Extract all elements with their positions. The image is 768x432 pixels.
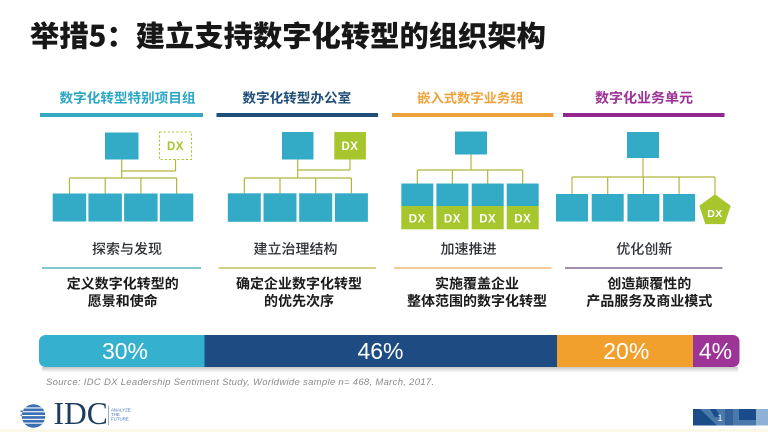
svg-text:DX: DX [479,214,496,226]
svg-text:DX: DX [514,214,531,226]
svg-text:46%: 46% [357,338,403,364]
svg-text:THE: THE [111,412,120,417]
svg-text:IDC: IDC [54,396,108,431]
svg-text:ANALYZE: ANALYZE [111,408,131,413]
svg-text:DX: DX [167,141,184,153]
svg-text:1: 1 [717,413,722,423]
svg-text:4%: 4% [699,338,732,364]
svg-text:20%: 20% [603,338,649,364]
svg-text:DX: DX [342,141,359,153]
svg-text:Source: IDC DX Leadership Sent: Source: IDC DX Leadership Sentiment Stud… [46,377,434,388]
svg-text:30%: 30% [102,338,148,364]
svg-text:FUTURE: FUTURE [111,417,129,422]
svg-text:DX: DX [707,208,723,220]
svg-text:DX: DX [409,214,426,226]
svg-text:DX: DX [444,214,461,226]
